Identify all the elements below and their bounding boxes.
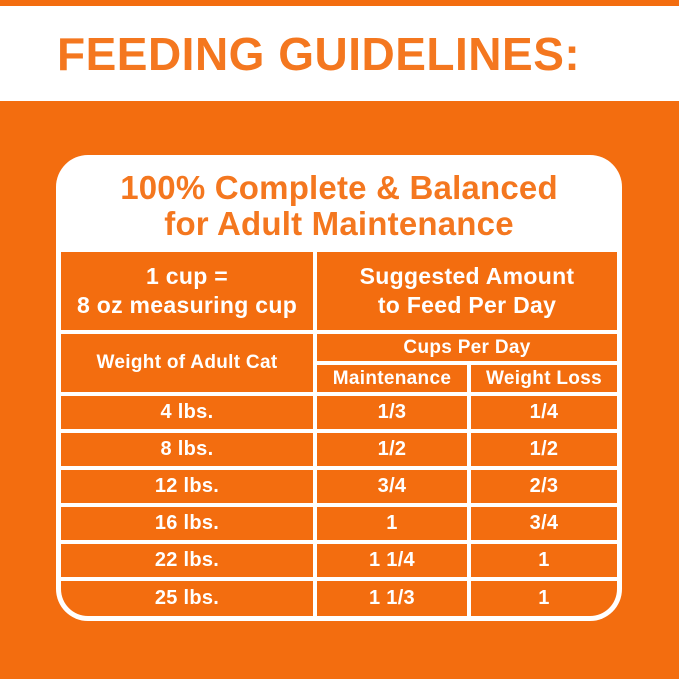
suggested-line1: Suggested Amount [359,263,575,289]
weight-cell: 8 lbs. [61,433,313,466]
table-row-column-headers: Weight of Adult Cat Cups Per Day Mainten… [61,334,617,392]
page-title: FEEDING GUIDELINES: [57,27,581,80]
maintenance-header-cell: Maintenance [317,365,467,392]
suggested-amount-cell: Suggested Amount to Feed Per Day [317,252,617,330]
weight-cell: 12 lbs. [61,470,313,503]
feeding-table: 1 cup = 8 oz measuring cup Suggested Amo… [61,252,617,616]
weight-loss-cell: 1/2 [471,433,617,466]
maintenance-cell: 1/2 [317,433,467,466]
table-row: 25 lbs. 1 1/3 1 [61,581,617,616]
table-row: 8 lbs. 1/2 1/2 [61,433,617,466]
weight-cell: 16 lbs. [61,507,313,540]
weight-cell: 4 lbs. [61,396,313,429]
cup-note-line1: 1 cup = [146,263,228,289]
card-title: 100% Complete & Balanced for Adult Maint… [56,155,622,252]
cups-per-day-group: Cups Per Day Maintenance Weight Loss [317,334,617,392]
weight-cell: 25 lbs. [61,581,313,616]
cup-note-line2: 8 oz measuring cup [76,292,298,318]
card-title-line2: for Adult Maintenance [164,204,514,242]
weight-loss-cell: 1/4 [471,396,617,429]
weight-loss-cell: 1 [471,544,617,577]
table-row-header-note: 1 cup = 8 oz measuring cup Suggested Amo… [61,252,617,330]
maintenance-cell: 1 [317,507,467,540]
maintenance-cell: 1 1/4 [317,544,467,577]
weight-loss-cell: 3/4 [471,507,617,540]
weight-loss-header-cell: Weight Loss [471,365,617,392]
maintenance-cell: 1 1/3 [317,581,467,616]
cups-per-day-cell: Cups Per Day [317,334,617,361]
maintenance-cell: 1/3 [317,396,467,429]
weight-loss-cell: 1 [471,581,617,616]
cup-note-cell: 1 cup = 8 oz measuring cup [61,252,313,330]
table-row: 12 lbs. 3/4 2/3 [61,470,617,503]
feeding-table-card: 100% Complete & Balanced for Adult Maint… [56,155,622,621]
weight-loss-cell: 2/3 [471,470,617,503]
maintenance-cell: 3/4 [317,470,467,503]
sub-headers-row: Maintenance Weight Loss [317,365,617,392]
table-row: 16 lbs. 1 3/4 [61,507,617,540]
suggested-line2: to Feed Per Day [377,292,557,318]
header-band: FEEDING GUIDELINES: [0,6,679,101]
weight-header-cell: Weight of Adult Cat [61,334,313,392]
weight-cell: 22 lbs. [61,544,313,577]
table-row: 22 lbs. 1 1/4 1 [61,544,617,577]
table-row: 4 lbs. 1/3 1/4 [61,396,617,429]
card-title-line1: 100% Complete & Balanced [120,168,558,206]
